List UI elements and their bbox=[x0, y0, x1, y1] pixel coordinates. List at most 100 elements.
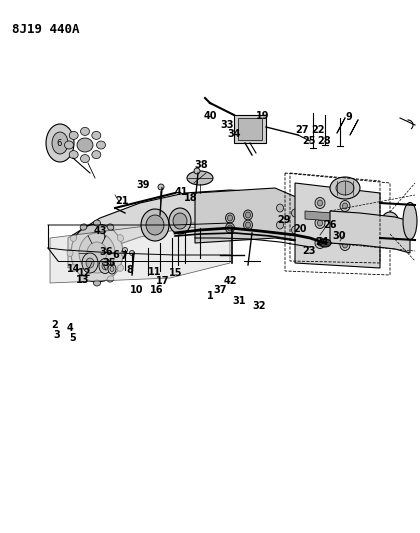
Text: 11: 11 bbox=[148, 267, 161, 277]
Ellipse shape bbox=[110, 266, 114, 271]
Text: 38: 38 bbox=[195, 160, 208, 170]
Text: 23: 23 bbox=[302, 246, 316, 255]
Ellipse shape bbox=[86, 258, 94, 268]
Ellipse shape bbox=[108, 264, 116, 274]
Text: 36: 36 bbox=[99, 247, 113, 256]
Ellipse shape bbox=[69, 151, 78, 159]
Text: 13: 13 bbox=[76, 276, 89, 285]
Polygon shape bbox=[238, 118, 262, 140]
Text: 32: 32 bbox=[252, 301, 265, 311]
Ellipse shape bbox=[342, 203, 347, 209]
Text: 31: 31 bbox=[233, 296, 246, 305]
Ellipse shape bbox=[291, 226, 299, 234]
Text: 30: 30 bbox=[333, 231, 346, 241]
Ellipse shape bbox=[92, 131, 101, 140]
Ellipse shape bbox=[141, 209, 169, 241]
Ellipse shape bbox=[246, 222, 250, 228]
Text: 5: 5 bbox=[69, 333, 76, 343]
Text: 25: 25 bbox=[302, 136, 316, 146]
Ellipse shape bbox=[67, 249, 73, 256]
Ellipse shape bbox=[121, 249, 127, 256]
Text: 9: 9 bbox=[345, 112, 352, 122]
Text: 2: 2 bbox=[51, 320, 58, 330]
Ellipse shape bbox=[94, 220, 100, 226]
Text: 41: 41 bbox=[175, 187, 188, 197]
Text: 20: 20 bbox=[293, 224, 307, 234]
Ellipse shape bbox=[340, 239, 350, 251]
Polygon shape bbox=[68, 190, 330, 268]
Text: 6: 6 bbox=[56, 140, 62, 149]
Circle shape bbox=[129, 251, 134, 255]
Ellipse shape bbox=[244, 220, 252, 230]
Ellipse shape bbox=[77, 138, 93, 152]
Text: 43: 43 bbox=[93, 227, 107, 236]
Text: 22: 22 bbox=[312, 125, 325, 135]
Circle shape bbox=[123, 247, 128, 253]
Text: 39: 39 bbox=[136, 181, 150, 190]
Ellipse shape bbox=[342, 223, 347, 229]
Ellipse shape bbox=[315, 198, 325, 208]
Ellipse shape bbox=[276, 204, 284, 212]
Text: 7: 7 bbox=[120, 251, 127, 261]
Text: 4: 4 bbox=[66, 324, 73, 333]
Ellipse shape bbox=[276, 221, 284, 229]
Text: 12: 12 bbox=[78, 268, 92, 278]
Ellipse shape bbox=[46, 124, 74, 162]
Ellipse shape bbox=[71, 264, 77, 271]
Ellipse shape bbox=[52, 132, 68, 154]
Ellipse shape bbox=[65, 141, 73, 149]
Ellipse shape bbox=[187, 171, 213, 185]
Ellipse shape bbox=[80, 224, 87, 230]
Ellipse shape bbox=[102, 262, 108, 270]
Circle shape bbox=[158, 184, 164, 190]
Polygon shape bbox=[234, 115, 266, 143]
Text: 8: 8 bbox=[126, 265, 133, 274]
Ellipse shape bbox=[117, 264, 123, 271]
Text: 1: 1 bbox=[207, 292, 213, 301]
Ellipse shape bbox=[87, 242, 107, 264]
Text: 19: 19 bbox=[256, 111, 270, 121]
Ellipse shape bbox=[107, 276, 114, 282]
Circle shape bbox=[194, 168, 200, 174]
Ellipse shape bbox=[340, 200, 350, 212]
Ellipse shape bbox=[81, 155, 89, 163]
Ellipse shape bbox=[226, 223, 234, 233]
Ellipse shape bbox=[330, 177, 360, 199]
Ellipse shape bbox=[97, 141, 105, 149]
Ellipse shape bbox=[342, 242, 347, 248]
Ellipse shape bbox=[340, 221, 350, 231]
Ellipse shape bbox=[336, 181, 354, 195]
Polygon shape bbox=[330, 211, 410, 253]
Ellipse shape bbox=[318, 200, 323, 206]
Text: 15: 15 bbox=[169, 268, 182, 278]
Ellipse shape bbox=[146, 215, 164, 235]
Ellipse shape bbox=[117, 235, 123, 241]
Ellipse shape bbox=[318, 240, 323, 246]
Text: 27: 27 bbox=[295, 125, 308, 135]
Ellipse shape bbox=[81, 127, 89, 135]
Ellipse shape bbox=[228, 215, 233, 221]
Text: 40: 40 bbox=[203, 111, 217, 121]
Text: 33: 33 bbox=[220, 120, 234, 130]
Text: 37: 37 bbox=[213, 285, 227, 295]
Ellipse shape bbox=[71, 235, 77, 241]
Text: 42: 42 bbox=[223, 277, 237, 286]
Ellipse shape bbox=[291, 209, 299, 217]
Polygon shape bbox=[305, 211, 360, 223]
Ellipse shape bbox=[228, 225, 233, 231]
Ellipse shape bbox=[319, 239, 331, 247]
Ellipse shape bbox=[92, 151, 101, 159]
Text: 24: 24 bbox=[315, 237, 328, 247]
Text: 8J19 440A: 8J19 440A bbox=[12, 23, 79, 36]
Text: 10: 10 bbox=[130, 285, 144, 295]
Ellipse shape bbox=[79, 233, 115, 273]
Ellipse shape bbox=[80, 276, 87, 282]
Ellipse shape bbox=[107, 224, 114, 230]
Text: 6: 6 bbox=[113, 250, 119, 260]
Ellipse shape bbox=[403, 203, 417, 239]
Text: 16: 16 bbox=[150, 285, 164, 295]
Ellipse shape bbox=[82, 253, 98, 273]
Text: 3: 3 bbox=[53, 330, 60, 340]
Text: 18: 18 bbox=[184, 193, 197, 203]
Text: 34: 34 bbox=[228, 130, 241, 139]
